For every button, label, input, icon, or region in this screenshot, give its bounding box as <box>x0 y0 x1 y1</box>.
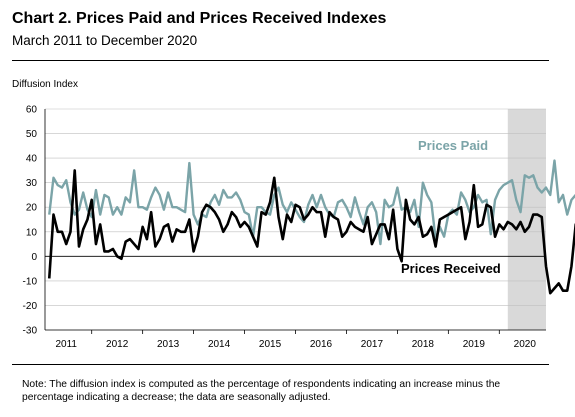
prices-received-label: Prices Received <box>401 261 501 276</box>
y-tick-label: 0 <box>31 252 37 263</box>
shaded-region-2020 <box>507 109 546 330</box>
prices-paid-label: Prices Paid <box>418 138 488 153</box>
x-tick-label: 2013 <box>157 339 180 350</box>
prices-received-line <box>47 169 575 295</box>
line-chart: Diffusion Index -30 -20 -10 0 10 20 30 40 50 60 2… <box>12 79 575 350</box>
bottom-rule <box>12 364 549 365</box>
y-tick-label: -10 <box>23 276 38 287</box>
chart-title: Chart 2. Prices Paid and Prices Received… <box>12 10 387 27</box>
y-axis-title: Diffusion Index <box>12 79 78 90</box>
x-tick-label: 2016 <box>310 339 333 350</box>
y-tick-label: 20 <box>26 203 38 214</box>
x-tick-label: 2019 <box>463 339 486 350</box>
x-tick-label: 2015 <box>259 339 282 350</box>
footnote: Note: The diffusion index is computed as… <box>22 379 501 404</box>
x-tick-label: 2018 <box>412 339 435 350</box>
x-tick-label: 2020 <box>514 339 537 350</box>
x-tick-labels: 2011 2012 2013 2014 2015 2016 2017 2018 2019 2020 <box>55 339 536 350</box>
x-tick-label: 2012 <box>106 339 129 350</box>
y-tick-label: 60 <box>26 105 38 116</box>
top-rule <box>12 60 549 61</box>
x-tick-label: 2014 <box>208 339 231 350</box>
y-tick-label: 10 <box>26 227 38 238</box>
prices-paid-line <box>48 159 575 246</box>
y-tick-label: 50 <box>26 129 38 140</box>
y-tick-label: -30 <box>23 326 38 337</box>
recession-shade <box>507 109 546 330</box>
x-tick-label: 2017 <box>361 339 384 350</box>
axes <box>44 109 546 334</box>
chart-subtitle: March 2011 to December 2020 <box>12 33 198 48</box>
y-tick-label: 30 <box>26 178 38 189</box>
y-tick-label: 40 <box>26 154 38 165</box>
y-tick-label: -20 <box>23 301 38 312</box>
series-lines <box>47 159 575 295</box>
y-tick-labels: -30 -20 -10 0 10 20 30 40 50 60 <box>23 105 38 337</box>
x-tick-label: 2011 <box>55 339 77 350</box>
